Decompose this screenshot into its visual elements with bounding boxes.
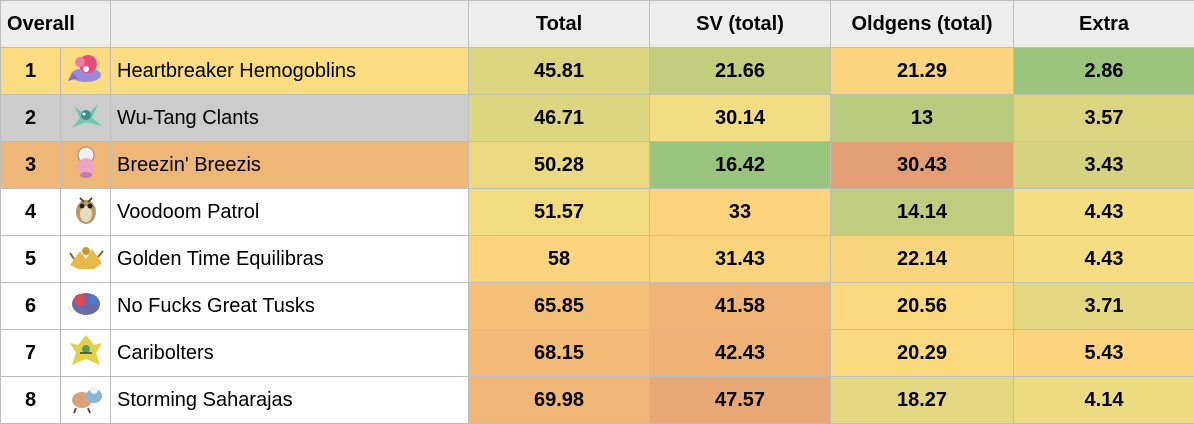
total-cell[interactable]: 65.85 [469,283,650,330]
sv-total-cell[interactable]: 42.43 [650,330,831,377]
total-cell[interactable]: 50.28 [469,142,650,189]
sv-total-cell[interactable]: 31.43 [650,236,831,283]
team-icon-cell [61,189,111,236]
sv-total-cell[interactable]: 30.14 [650,95,831,142]
total-cell[interactable]: 58 [469,236,650,283]
header-team[interactable] [111,1,469,48]
sv-total-cell[interactable]: 33 [650,189,831,236]
extra-cell[interactable]: 3.71 [1014,283,1194,330]
oldgens-total-cell[interactable]: 20.56 [831,283,1014,330]
rank-cell: 8 [1,377,61,424]
header-overall[interactable]: Overall [1,1,111,48]
sv-total-cell[interactable]: 41.58 [650,283,831,330]
rank-cell: 2 [1,95,61,142]
team-icon-cell [61,142,111,189]
rank-cell: 6 [1,283,61,330]
oldgens-total-cell[interactable]: 13 [831,95,1014,142]
team-icon-cell [61,48,111,95]
total-cell[interactable]: 46.71 [469,95,650,142]
header-extra[interactable]: Extra [1014,1,1194,48]
oldgens-total-cell[interactable]: 21.29 [831,48,1014,95]
rank-cell: 1 [1,48,61,95]
rank-cell: 5 [1,236,61,283]
zeraora-sprite-icon [66,333,106,373]
total-cell[interactable]: 45.81 [469,48,650,95]
team-name-cell[interactable]: Voodoom Patrol [111,189,469,236]
team-name-cell[interactable]: Breezin' Breezis [111,142,469,189]
extra-cell[interactable]: 5.43 [1014,330,1194,377]
oldgens-total-cell[interactable]: 20.29 [831,330,1014,377]
team-icon-cell [61,283,111,330]
extra-cell[interactable]: 2.86 [1014,48,1194,95]
total-cell[interactable]: 69.98 [469,377,650,424]
team-name-cell[interactable]: Heartbreaker Hemogoblins [111,48,469,95]
oldgens-total-cell[interactable]: 14.14 [831,189,1014,236]
total-cell[interactable]: 68.15 [469,330,650,377]
extra-cell[interactable]: 4.43 [1014,236,1194,283]
extra-cell[interactable]: 3.57 [1014,95,1194,142]
sv-total-cell[interactable]: 16.42 [650,142,831,189]
great-tusk-sprite-icon [66,286,106,326]
oldgens-total-cell[interactable]: 18.27 [831,377,1014,424]
team-name-cell[interactable]: Wu-Tang Clants [111,95,469,142]
extra-cell[interactable]: 3.43 [1014,142,1194,189]
team-icon-cell [61,377,111,424]
team-icon-cell [61,236,111,283]
tyrantrum-sprite-icon [66,380,106,420]
rank-cell: 3 [1,142,61,189]
rank-cell: 4 [1,189,61,236]
team-name-cell[interactable]: Storming Saharajas [111,377,469,424]
header-oldgens[interactable]: Oldgens (total) [831,1,1014,48]
total-cell[interactable]: 51.57 [469,189,650,236]
extra-cell[interactable]: 4.43 [1014,189,1194,236]
extra-cell[interactable]: 4.14 [1014,377,1194,424]
team-icon-cell [61,330,111,377]
team-name-cell[interactable]: No Fucks Great Tusks [111,283,469,330]
team-name-cell[interactable]: Caribolters [111,330,469,377]
header-row: Overall Total SV (total) Oldgens (total)… [1,1,1194,48]
slowbro-sprite-icon [66,145,106,185]
hatterene-sprite-icon [66,51,106,91]
header-total[interactable]: Total [469,1,650,48]
sv-total-cell[interactable]: 21.66 [650,48,831,95]
alakazam-sprite-icon [66,239,106,279]
rank-cell: 7 [1,330,61,377]
team-icon-cell [61,95,111,142]
header-sv[interactable]: SV (total) [650,1,831,48]
tangrowth-sprite-icon [66,98,106,138]
sv-total-cell[interactable]: 47.57 [650,377,831,424]
oldgens-total-cell[interactable]: 22.14 [831,236,1014,283]
hoothoot-sprite-icon [66,192,106,232]
oldgens-total-cell[interactable]: 30.43 [831,142,1014,189]
team-name-cell[interactable]: Golden Time Equilibras [111,236,469,283]
